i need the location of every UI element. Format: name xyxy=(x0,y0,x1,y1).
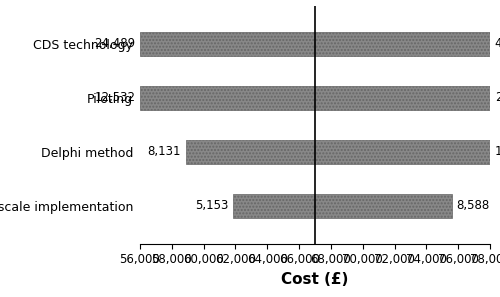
Text: 13,552: 13,552 xyxy=(495,145,500,158)
Text: 5,153: 5,153 xyxy=(195,199,228,212)
Bar xyxy=(140,86,490,110)
Text: 12,532: 12,532 xyxy=(94,91,135,104)
Text: 20,887: 20,887 xyxy=(495,91,500,104)
Bar xyxy=(186,140,490,164)
Text: 8,131: 8,131 xyxy=(148,145,181,158)
Bar xyxy=(140,31,490,56)
X-axis label: Cost (£): Cost (£) xyxy=(282,272,348,287)
Text: 8,588: 8,588 xyxy=(456,199,490,212)
Bar xyxy=(233,194,452,218)
Text: 40,815: 40,815 xyxy=(495,37,500,50)
Text: 24,489: 24,489 xyxy=(94,37,135,50)
